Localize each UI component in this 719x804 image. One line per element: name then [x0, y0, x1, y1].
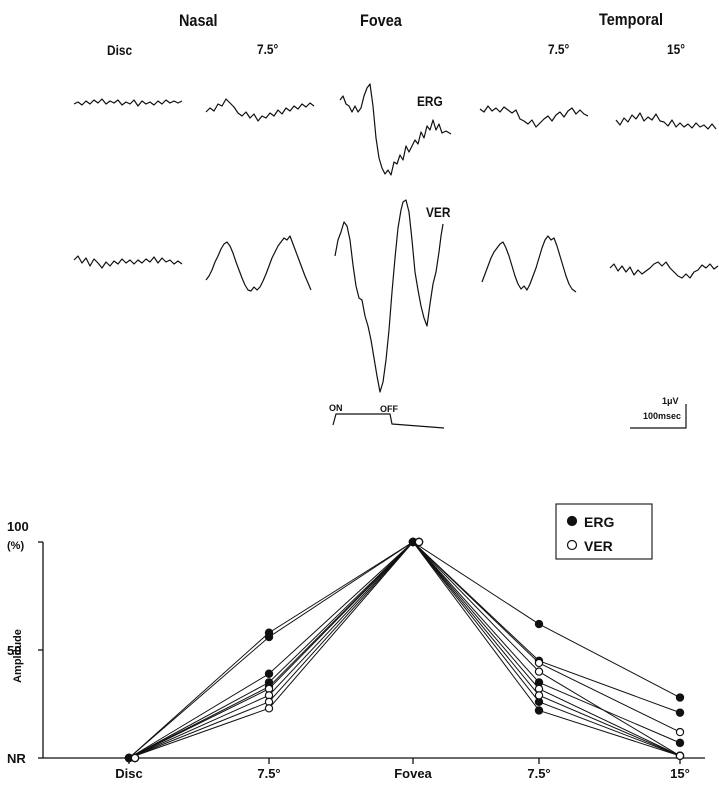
data-point-erg [675, 708, 685, 717]
series-line-ver-8 [128, 541, 681, 759]
legend-marker-erg [566, 515, 578, 527]
erg-trace-disc [73, 98, 183, 107]
legend-label-ver: VER [584, 538, 613, 554]
x-tick-label: 7.5° [257, 766, 280, 781]
y-tick-label: 100 [7, 519, 29, 534]
data-point-erg [534, 619, 544, 629]
ver-trace-disc [73, 255, 183, 269]
temporal-7-5-column-label: 7.5° [548, 41, 570, 57]
series-line-erg-1 [128, 541, 681, 759]
data-point-erg [675, 693, 685, 702]
nasal-header: Nasal [179, 11, 218, 30]
y-tick-label: 50 [7, 643, 21, 658]
ver-trace-nasal-7-5 [205, 235, 312, 292]
y-axis-label: Amplitude [12, 629, 24, 683]
erg-trace-temporal-15 [615, 112, 717, 130]
data-point-ver [675, 751, 685, 761]
scale-amplitude-label: 1μV [662, 396, 679, 406]
erg-trace-temporal-7-5 [479, 105, 589, 128]
data-point-erg [264, 632, 274, 642]
legend-box [555, 503, 653, 560]
series-line-ver-5 [128, 541, 681, 759]
y-axis-unit: (%) [7, 540, 24, 552]
scale-time-label: 100msec [643, 411, 682, 421]
x-tick-label: Disc [115, 766, 142, 781]
data-point-erg [264, 669, 274, 678]
data-point-ver [414, 537, 424, 547]
data-point-ver [675, 727, 685, 737]
data-point-ver [130, 753, 140, 763]
nasal-7-5-column-label: 7.5° [257, 41, 279, 57]
temporal-15-column-label: 15° [667, 41, 685, 57]
ver-trace-fovea [334, 199, 444, 393]
data-point-ver [534, 691, 544, 700]
ver-row-label: VER [426, 204, 451, 220]
series-line-ver-6 [128, 541, 681, 759]
waveform-panel [73, 83, 719, 429]
stimulus-marker [332, 413, 445, 429]
series-line-erg-4 [128, 541, 681, 759]
fovea-header: Fovea [360, 11, 402, 30]
data-point-ver [264, 704, 274, 713]
data-point-ver [534, 658, 544, 668]
stimulus-on-label: ON [329, 403, 343, 413]
erg-trace-fovea [339, 83, 452, 176]
disc-column-label: Disc [107, 42, 133, 58]
stimulus-off-label: OFF [380, 404, 398, 414]
series-line-erg-0 [128, 541, 681, 759]
legend-label-erg: ERG [584, 514, 614, 530]
series-line-ver-7 [128, 541, 681, 759]
ver-trace-temporal-7-5 [481, 235, 577, 293]
ver-trace-temporal-15 [609, 261, 719, 279]
erg-row-label: ERG [417, 93, 443, 109]
x-tick-label: Fovea [394, 766, 432, 781]
erg-trace-nasal-7-5 [205, 98, 315, 122]
data-point-erg [675, 738, 685, 748]
series-line-erg-2 [128, 541, 681, 759]
data-point-ver [534, 667, 544, 676]
data-point-erg [534, 706, 544, 715]
series-line-erg-3 [128, 541, 681, 759]
x-tick-label: 15° [670, 766, 690, 781]
legend-marker-ver [566, 539, 578, 551]
y-tick-label: NR [7, 751, 26, 766]
scale-bar [630, 404, 687, 429]
temporal-header: Temporal [599, 10, 663, 29]
x-tick-label: 7.5° [527, 766, 550, 781]
